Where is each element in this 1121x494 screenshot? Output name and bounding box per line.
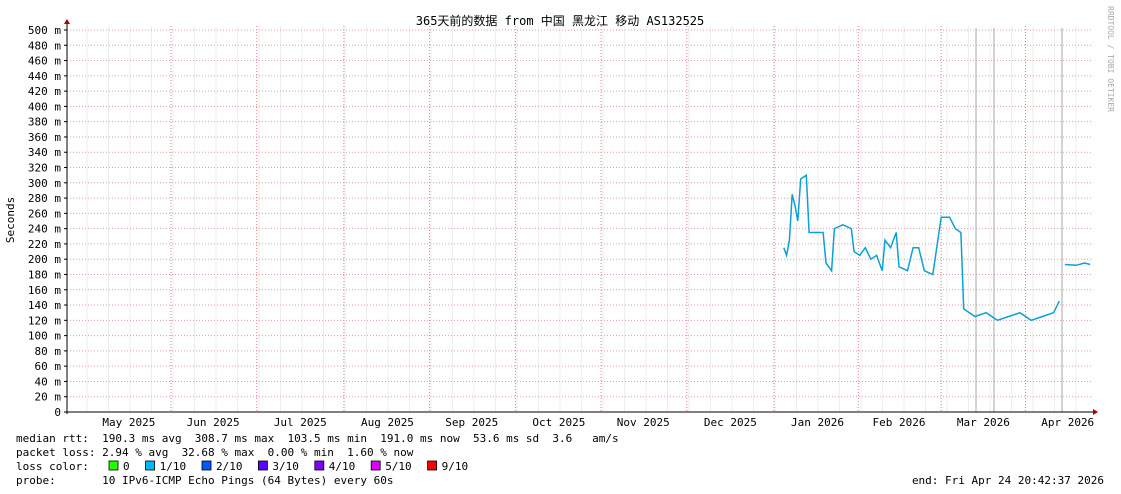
- y-tick-label: 220 m: [28, 238, 61, 251]
- y-tick-label: 320 m: [28, 162, 61, 175]
- loss-color-swatch: [427, 460, 438, 471]
- watermark: RRDTOOL / TOBI OETIKER: [1106, 6, 1115, 112]
- loss-color-swatch: [314, 460, 325, 471]
- x-tick-label: May 2025: [102, 416, 155, 429]
- probe: probe: 10 IPv6-ICMP Echo Pings (64 Bytes…: [16, 474, 394, 487]
- loss-color-swatch: [370, 460, 381, 471]
- y-tick-label: 380 m: [28, 116, 61, 129]
- stats-line: median rtt: 190.3 ms avg 308.7 ms max 10…: [16, 432, 619, 445]
- x-tick-label: Nov 2025: [617, 416, 670, 429]
- axis-arrow: [64, 19, 70, 24]
- y-tick-label: 480 m: [28, 39, 61, 52]
- y-tick-label: 60 m: [35, 360, 62, 373]
- y-tick-label: 80 m: [35, 345, 62, 358]
- x-tick-label: Apr 2026: [1041, 416, 1094, 429]
- axis-arrow: [1093, 409, 1098, 415]
- y-tick-label: 0: [54, 406, 61, 419]
- y-axis-label: Seconds: [4, 197, 17, 243]
- y-tick-label: 280 m: [28, 192, 61, 205]
- y-tick-label: 100 m: [28, 330, 61, 343]
- loss-color-swatch: [257, 460, 268, 471]
- y-tick-label: 180 m: [28, 268, 61, 281]
- y-tick-label: 360 m: [28, 131, 61, 144]
- end-time: end: Fri Apr 24 20:42:37 2026: [912, 474, 1104, 487]
- x-tick-label: Jun 2025: [187, 416, 240, 429]
- y-tick-label: 500 m: [28, 24, 61, 37]
- y-tick-label: 260 m: [28, 207, 61, 220]
- y-tick-label: 240 m: [28, 223, 61, 236]
- x-tick-label: Sep 2025: [445, 416, 498, 429]
- y-tick-label: 340 m: [28, 146, 61, 159]
- median-line: [783, 173, 1091, 322]
- y-tick-label: 140 m: [28, 299, 61, 312]
- loss-color-label: 3/10: [272, 460, 299, 473]
- loss-color-label: 2/10: [216, 460, 243, 473]
- loss-color-label: 0: [123, 460, 130, 473]
- y-tick-label: 160 m: [28, 284, 61, 297]
- x-tick-label: Feb 2026: [873, 416, 926, 429]
- loss-color-label: loss color:: [16, 460, 89, 473]
- loss-color-label: 4/10: [329, 460, 356, 473]
- y-tick-label: 20 m: [35, 391, 62, 404]
- stats-line: packet loss: 2.94 % avg 32.68 % max 0.00…: [16, 446, 414, 459]
- y-tick-label: 400 m: [28, 100, 61, 113]
- x-tick-label: Dec 2025: [704, 416, 757, 429]
- y-tick-label: 40 m: [35, 375, 62, 388]
- loss-color-label: 1/10: [160, 460, 187, 473]
- y-tick-label: 440 m: [28, 70, 61, 83]
- x-tick-label: Jan 2026: [791, 416, 844, 429]
- chart-title: 365天前的数据 from 中国 黑龙江 移动 AS132525: [416, 13, 705, 28]
- y-tick-label: 300 m: [28, 177, 61, 190]
- loss-color-swatch: [145, 460, 156, 471]
- loss-color-swatch: [108, 460, 119, 471]
- loss-color-swatch: [201, 460, 212, 471]
- y-tick-label: 120 m: [28, 314, 61, 327]
- plot: [67, 26, 1093, 413]
- x-tick-label: Jul 2025: [274, 416, 327, 429]
- loss-color-label: 5/10: [385, 460, 412, 473]
- y-tick-label: 420 m: [28, 85, 61, 98]
- y-tick-label: 460 m: [28, 55, 61, 68]
- loss-color-label: 9/10: [442, 460, 469, 473]
- x-tick-label: Mar 2026: [957, 416, 1010, 429]
- x-tick-label: Oct 2025: [532, 416, 585, 429]
- x-tick-label: Aug 2025: [361, 416, 414, 429]
- y-tick-label: 200 m: [28, 253, 61, 266]
